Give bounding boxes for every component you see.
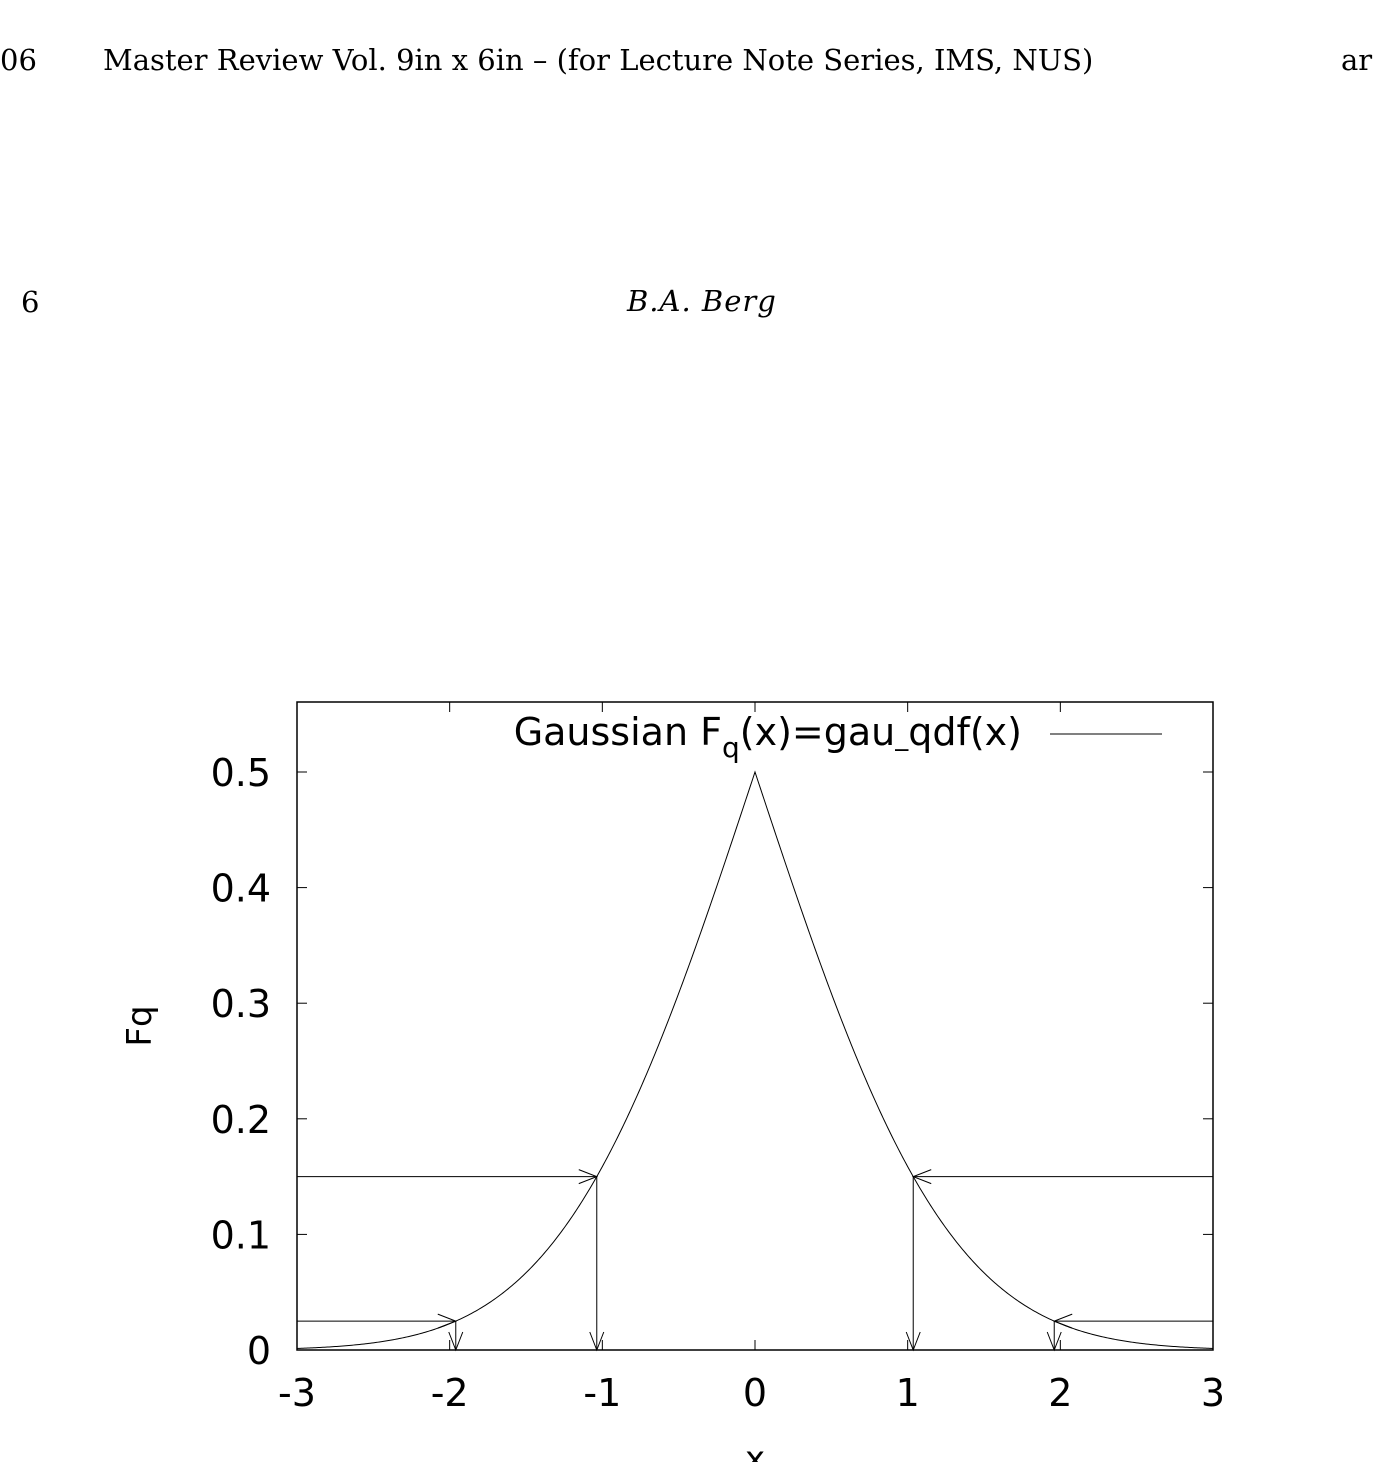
y-tick-label: 0.1	[211, 1213, 271, 1257]
y-tick-label: 0.4	[211, 867, 271, 911]
series-layer	[296, 770, 1214, 1349]
author-line: B.A. Berg	[627, 284, 777, 318]
arrow-layer	[297, 1169, 1213, 1352]
running-header: Master Review Vol. 9in x 6in – (for Lect…	[103, 43, 1094, 77]
x-tick-label: 1	[896, 1371, 920, 1415]
legend-tail: qdf(x)	[908, 710, 1022, 754]
x-tick-label: 3	[1201, 1371, 1225, 1415]
header-right-fragment: ar	[1341, 43, 1373, 77]
legend-subscript: q	[722, 731, 740, 764]
x-tick-label: 0	[743, 1371, 767, 1415]
page-number: 6	[21, 285, 40, 319]
x-tick-label: -3	[278, 1371, 316, 1415]
legend-prefix: Gaussian F	[514, 710, 722, 754]
y-tick-label: 0	[247, 1329, 271, 1373]
legend-suffix: (x)=gau	[740, 710, 895, 754]
y-tick-label: 0.2	[211, 1098, 271, 1142]
legend-label: Gaussian Fq(x)=gau_qdf(x)	[514, 710, 1022, 764]
tick-labels: -3 -2 -1 0 1 2 3 0 0.1 0.2 0.3 0.4 0.5	[211, 751, 1226, 1415]
legend-underscore: _	[894, 722, 909, 752]
x-tick-label: 2	[1048, 1371, 1072, 1415]
tick-marks	[296, 702, 1214, 1351]
plot-frame	[296, 701, 1214, 1351]
x-axis-label: x	[745, 1439, 765, 1462]
header-left-fragment: 06	[0, 43, 37, 77]
y-axis-label: Fq	[120, 1005, 160, 1046]
y-tick-label: 0.3	[211, 982, 271, 1026]
x-tick-label: -1	[583, 1371, 621, 1415]
x-tick-label: -2	[431, 1371, 469, 1415]
y-tick-label: 0.5	[211, 751, 271, 795]
gaussian-fq-curve	[296, 770, 1214, 1349]
